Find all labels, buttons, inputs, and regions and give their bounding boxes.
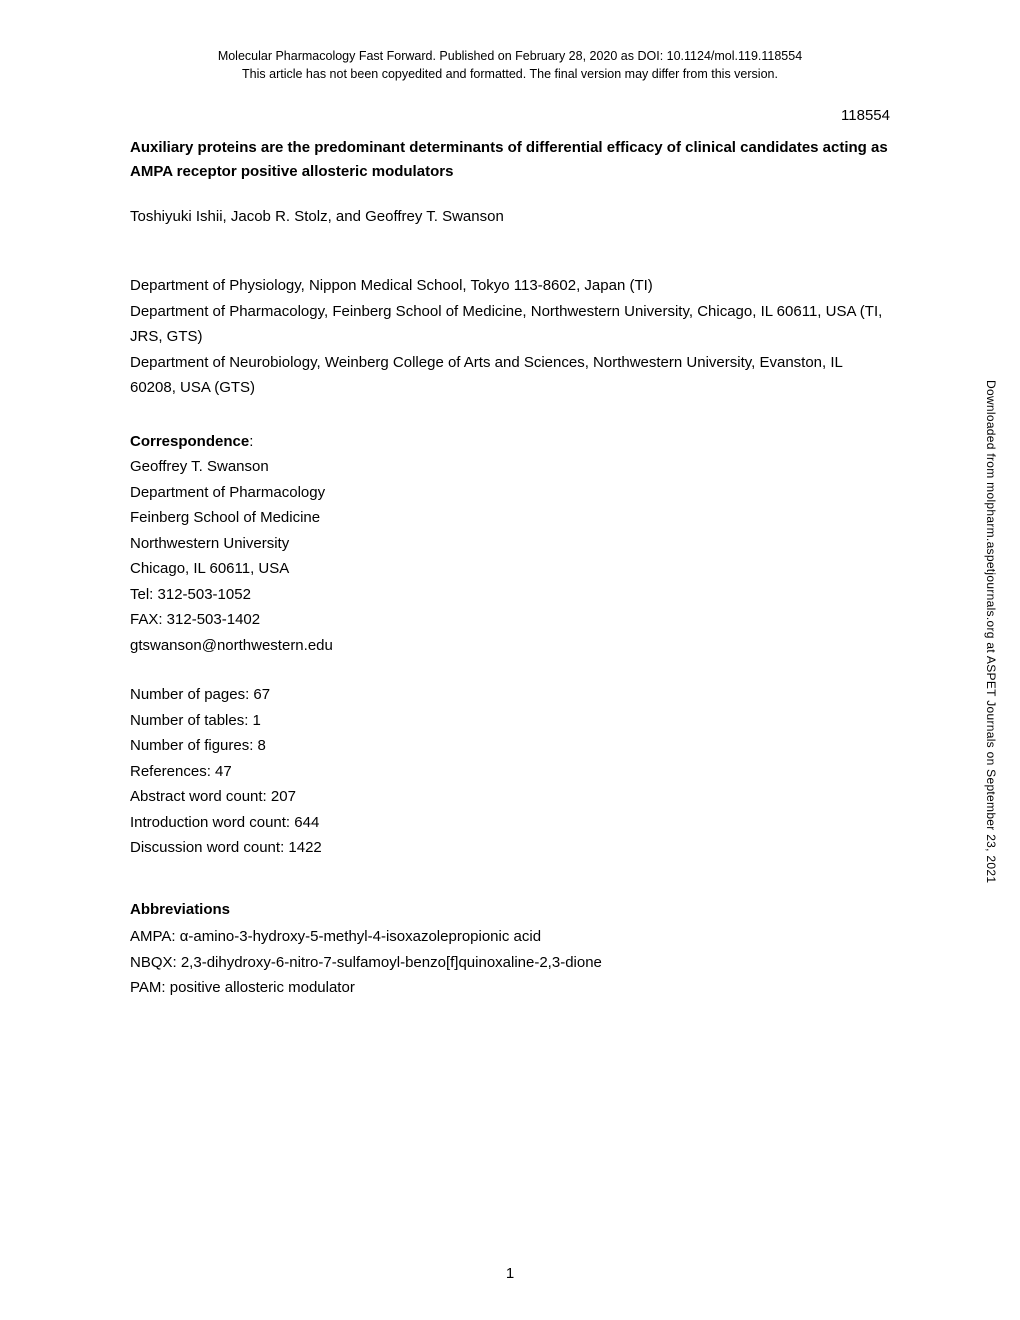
count-introduction: Introduction word count: 644 — [130, 810, 890, 836]
count-discussion: Discussion word count: 1422 — [130, 835, 890, 861]
count-abstract: Abstract word count: 207 — [130, 784, 890, 810]
correspondence-school: Feinberg School of Medicine — [130, 505, 890, 531]
publication-header: Molecular Pharmacology Fast Forward. Pub… — [130, 48, 890, 83]
correspondence-dept: Department of Pharmacology — [130, 480, 890, 506]
affiliations-block: Department of Physiology, Nippon Medical… — [130, 273, 890, 401]
correspondence-name: Geoffrey T. Swanson — [130, 454, 890, 480]
correspondence-city: Chicago, IL 60611, USA — [130, 556, 890, 582]
abbreviations-heading: Abbreviations — [130, 897, 890, 923]
affiliation-3: Department of Neurobiology, Weinberg Col… — [130, 350, 890, 401]
correspondence-fax: FAX: 312-503-1402 — [130, 607, 890, 633]
count-references: References: 47 — [130, 759, 890, 785]
count-pages: Number of pages: 67 — [130, 682, 890, 708]
page-number: 1 — [0, 1265, 1020, 1282]
manuscript-number: 118554 — [130, 107, 890, 124]
abbreviation-nbqx: NBQX: 2,3-dihydroxy-6-nitro-7-sulfamoyl-… — [130, 950, 890, 976]
count-tables: Number of tables: 1 — [130, 708, 890, 734]
header-line-2: This article has not been copyedited and… — [130, 66, 890, 84]
counts-block: Number of pages: 67 Number of tables: 1 … — [130, 682, 890, 861]
abbreviations-block: Abbreviations AMPA: α-amino-3-hydroxy-5-… — [130, 897, 890, 1001]
header-line-1: Molecular Pharmacology Fast Forward. Pub… — [130, 48, 890, 66]
abbreviation-ampa: AMPA: α-amino-3-hydroxy-5-methyl-4-isoxa… — [130, 924, 890, 950]
article-title: Auxiliary proteins are the predominant d… — [130, 136, 890, 184]
correspondence-university: Northwestern University — [130, 531, 890, 557]
correspondence-heading: Correspondence — [130, 433, 249, 450]
count-figures: Number of figures: 8 — [130, 733, 890, 759]
correspondence-email: gtswanson@northwestern.edu — [130, 633, 890, 659]
download-sidebar: Downloaded from molpharm.aspetjournals.o… — [984, 380, 998, 883]
affiliation-1: Department of Physiology, Nippon Medical… — [130, 273, 890, 299]
authors: Toshiyuki Ishii, Jacob R. Stolz, and Geo… — [130, 208, 890, 225]
correspondence-tel: Tel: 312-503-1052 — [130, 582, 890, 608]
correspondence-block: Correspondence: Geoffrey T. Swanson Depa… — [130, 429, 890, 659]
abbreviation-pam: PAM: positive allosteric modulator — [130, 975, 890, 1001]
affiliation-2: Department of Pharmacology, Feinberg Sch… — [130, 299, 890, 350]
